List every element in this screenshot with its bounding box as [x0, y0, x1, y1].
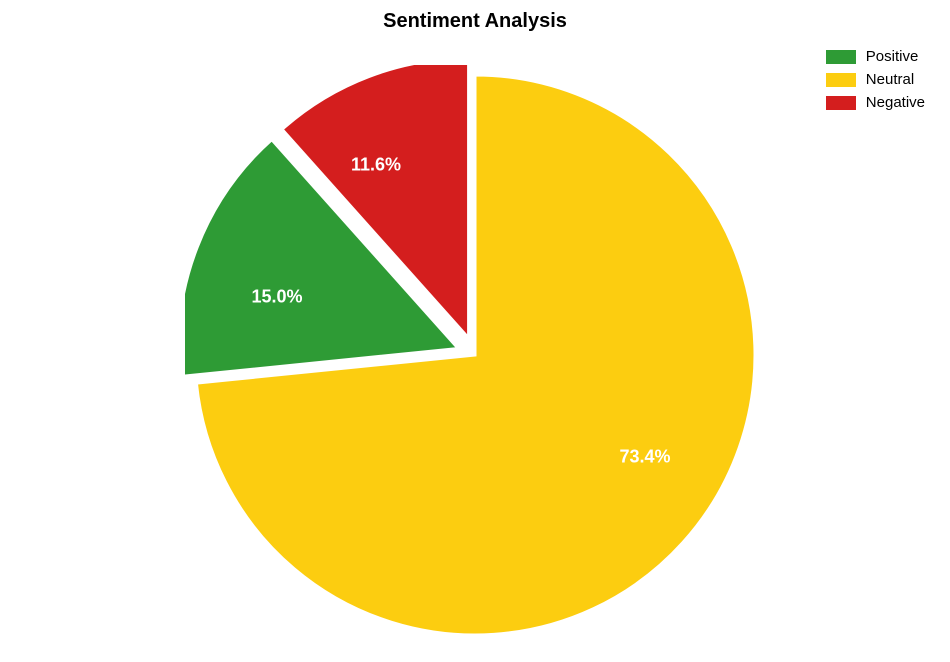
- legend-swatch-negative: [826, 96, 856, 110]
- legend-label-positive: Positive: [866, 48, 919, 65]
- chart-legend: Positive Neutral Negative: [826, 48, 925, 117]
- slice-label-neutral: 73.4%: [619, 447, 670, 468]
- slice-label-positive: 15.0%: [251, 287, 302, 308]
- legend-item-negative: Negative: [826, 94, 925, 111]
- slice-label-negative: 11.6%: [351, 155, 401, 176]
- legend-label-neutral: Neutral: [866, 71, 914, 88]
- pie-svg: [185, 65, 765, 645]
- legend-swatch-neutral: [826, 73, 856, 87]
- legend-label-negative: Negative: [866, 94, 925, 111]
- chart-title: Sentiment Analysis: [0, 10, 950, 33]
- legend-item-neutral: Neutral: [826, 71, 925, 88]
- pie-chart: 15.0% 73.4% 11.6%: [185, 65, 765, 645]
- legend-item-positive: Positive: [826, 48, 925, 65]
- legend-swatch-positive: [826, 50, 856, 64]
